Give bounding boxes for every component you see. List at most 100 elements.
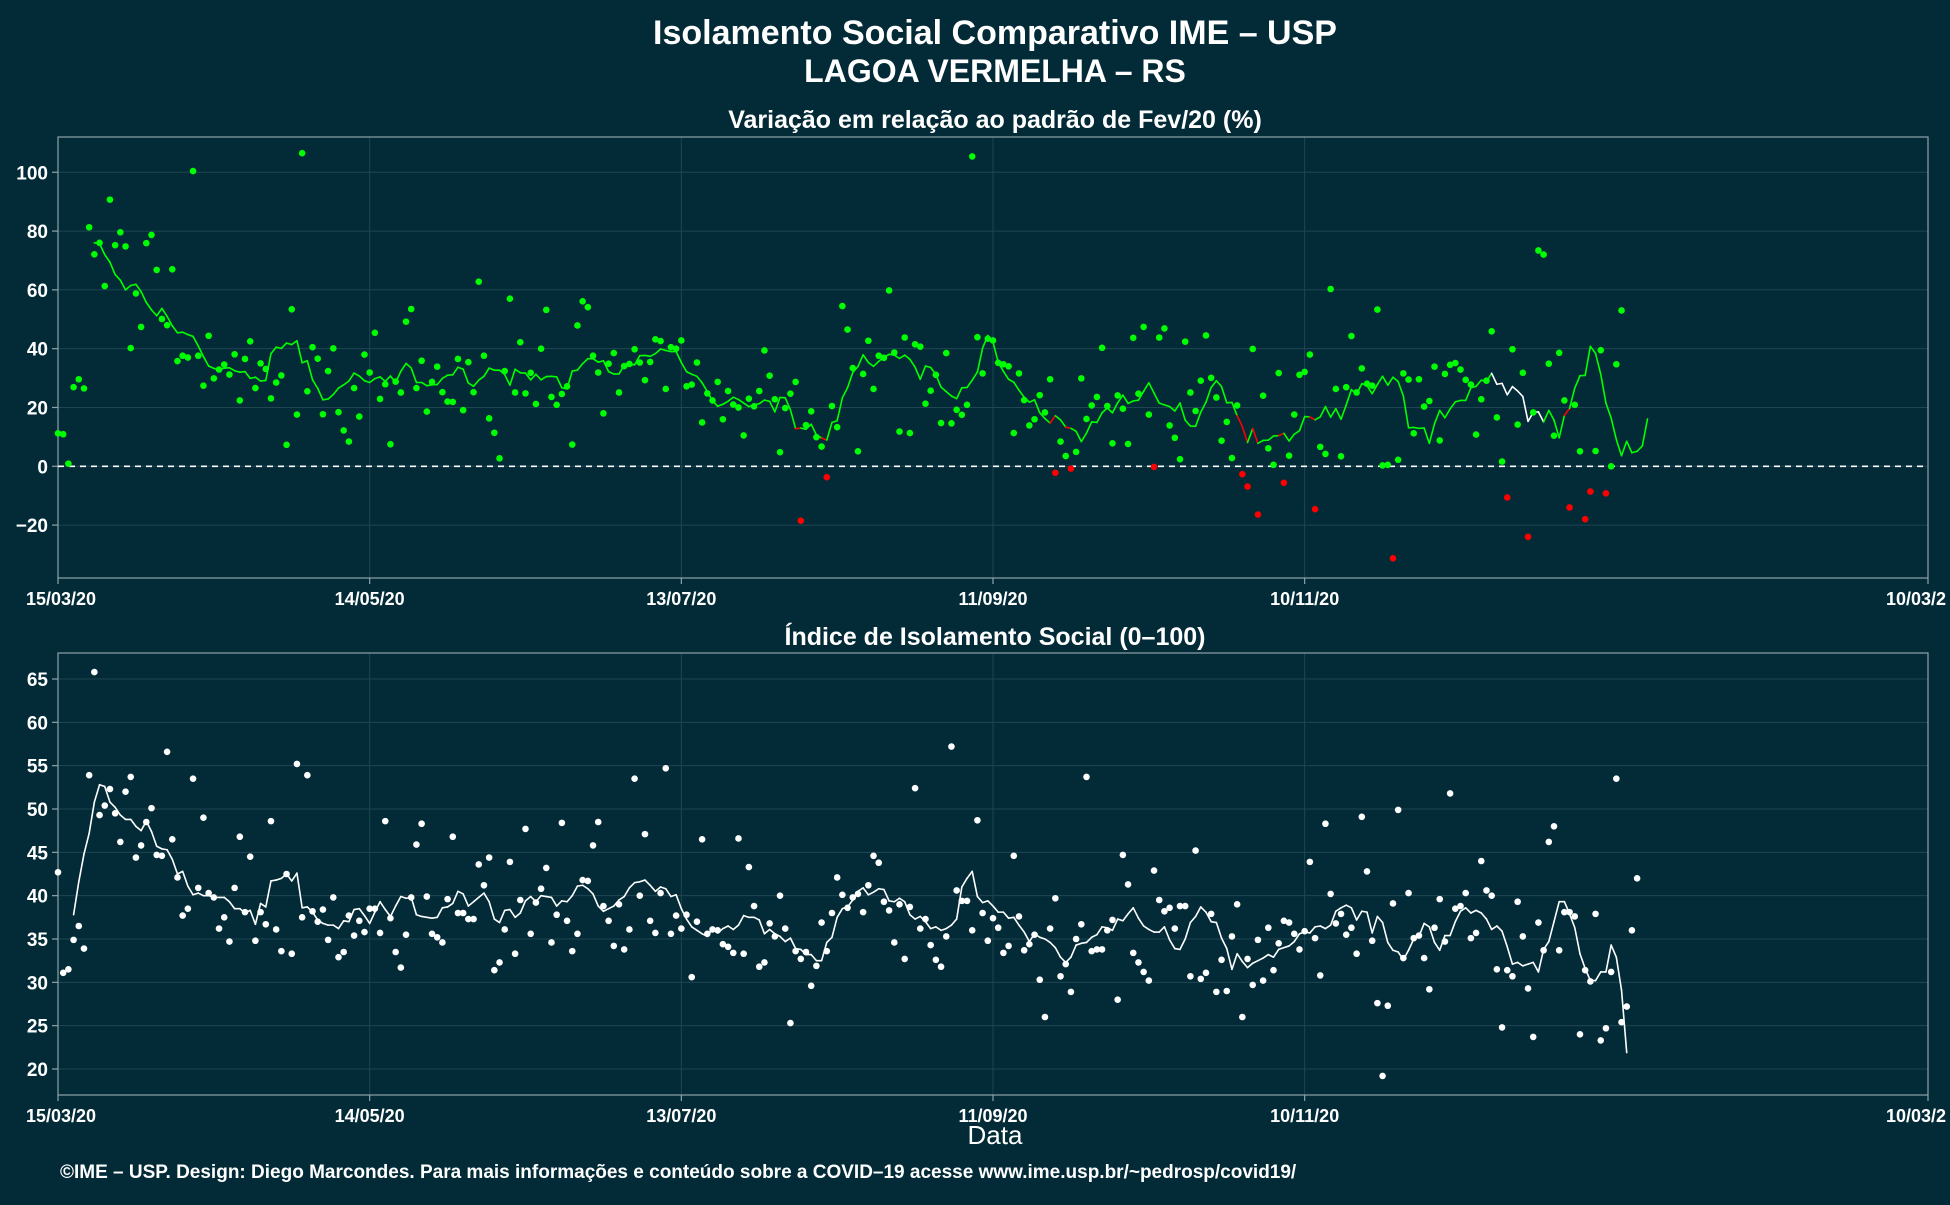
- data-point: [543, 307, 550, 314]
- moving-average-segment: [1035, 400, 1040, 413]
- moving-average-segment: [1403, 396, 1408, 428]
- moving-average-segment: [1138, 918, 1143, 926]
- moving-average-segment: [1367, 912, 1372, 933]
- data-point: [1571, 913, 1578, 920]
- moving-average-segment: [1190, 916, 1195, 922]
- moving-average-segment: [1424, 428, 1429, 443]
- moving-average-segment: [1455, 911, 1460, 921]
- data-point: [1203, 970, 1210, 977]
- data-point: [1431, 363, 1438, 370]
- data-point: [1530, 409, 1537, 416]
- data-point: [65, 966, 72, 973]
- moving-average-segment: [463, 369, 468, 383]
- data-point: [174, 358, 181, 365]
- data-point: [725, 388, 732, 395]
- data-point: [1322, 820, 1329, 827]
- data-point: [969, 927, 976, 934]
- data-point: [294, 411, 301, 418]
- data-point: [1156, 897, 1163, 904]
- data-point: [1462, 890, 1469, 897]
- data-point: [475, 861, 482, 868]
- moving-average-segment: [551, 897, 556, 906]
- data-point: [1504, 967, 1511, 974]
- moving-average-segment: [1492, 373, 1497, 384]
- data-point: [382, 818, 389, 825]
- data-point: [574, 931, 581, 938]
- data-point: [304, 388, 311, 395]
- moving-average-segment: [1279, 948, 1284, 950]
- data-point: [470, 916, 477, 923]
- data-point: [351, 385, 358, 392]
- data-point: [330, 345, 337, 352]
- moving-average-segment: [609, 906, 614, 909]
- data-point: [642, 831, 649, 838]
- data-point: [1031, 416, 1038, 423]
- moving-average-segment: [1045, 419, 1050, 423]
- data-point: [605, 918, 612, 925]
- data-point: [1291, 931, 1298, 938]
- moving-average-segment: [115, 275, 120, 281]
- moving-average-segment: [733, 397, 738, 399]
- moving-average-segment: [474, 380, 479, 386]
- data-point: [959, 412, 966, 419]
- data-point: [969, 153, 976, 160]
- moving-average-segment: [224, 897, 229, 901]
- moving-average-segment: [422, 382, 427, 385]
- data-point: [413, 841, 420, 848]
- data-point: [268, 818, 275, 825]
- data-point: [1130, 950, 1137, 957]
- data-point: [699, 419, 706, 426]
- y-tick-label: 35: [27, 930, 49, 951]
- data-point: [1338, 911, 1345, 918]
- data-point: [304, 772, 311, 779]
- y-tick-label: 80: [27, 222, 48, 243]
- data-point: [927, 387, 934, 394]
- data-point: [1172, 925, 1179, 932]
- data-point: [455, 356, 462, 363]
- data-point: [153, 267, 160, 274]
- moving-average-segment: [1466, 908, 1471, 913]
- moving-average-segment: [193, 336, 198, 346]
- moving-average-segment: [1590, 346, 1595, 353]
- data-point: [823, 474, 830, 481]
- data-point: [1104, 403, 1111, 410]
- moving-average-segment: [1196, 412, 1201, 426]
- data-point: [1452, 360, 1459, 367]
- data-point: [1031, 931, 1038, 938]
- moving-average-segment: [1019, 925, 1024, 932]
- data-point: [922, 400, 929, 407]
- data-point: [1436, 896, 1443, 903]
- data-point: [81, 385, 88, 392]
- moving-average-segment: [676, 352, 681, 363]
- moving-average-segment: [723, 926, 728, 929]
- data-point: [559, 820, 566, 827]
- moving-average-segment: [1398, 382, 1403, 396]
- moving-average-segment: [1268, 955, 1273, 958]
- chart-panel-1: Variação em relação ao padrão de Fev/20 …: [16, 106, 1946, 609]
- data-point: [714, 927, 721, 934]
- moving-average-segment: [1533, 962, 1538, 972]
- moving-average-segment: [146, 303, 151, 310]
- moving-average-segment: [1481, 913, 1486, 919]
- data-point: [216, 366, 223, 373]
- data-point: [444, 896, 451, 903]
- moving-average-segment: [1627, 441, 1632, 452]
- data-point: [792, 379, 799, 386]
- moving-average-segment: [437, 378, 442, 384]
- x-tick-label: 13/07/20: [646, 589, 716, 609]
- moving-average-segment: [738, 916, 743, 926]
- moving-average-segment: [744, 403, 749, 407]
- data-point: [1208, 911, 1215, 918]
- data-point: [185, 905, 192, 912]
- data-point: [595, 369, 602, 376]
- moving-average-segment: [692, 927, 697, 930]
- moving-average-segment: [1497, 926, 1502, 931]
- moving-average-segment: [349, 373, 354, 381]
- data-point: [636, 359, 643, 366]
- data-point: [1083, 774, 1090, 781]
- data-point: [1359, 365, 1366, 372]
- data-point: [55, 869, 62, 876]
- moving-average-segment: [1642, 419, 1647, 446]
- moving-average-segment: [1019, 390, 1024, 397]
- moving-average-segment: [1050, 942, 1055, 947]
